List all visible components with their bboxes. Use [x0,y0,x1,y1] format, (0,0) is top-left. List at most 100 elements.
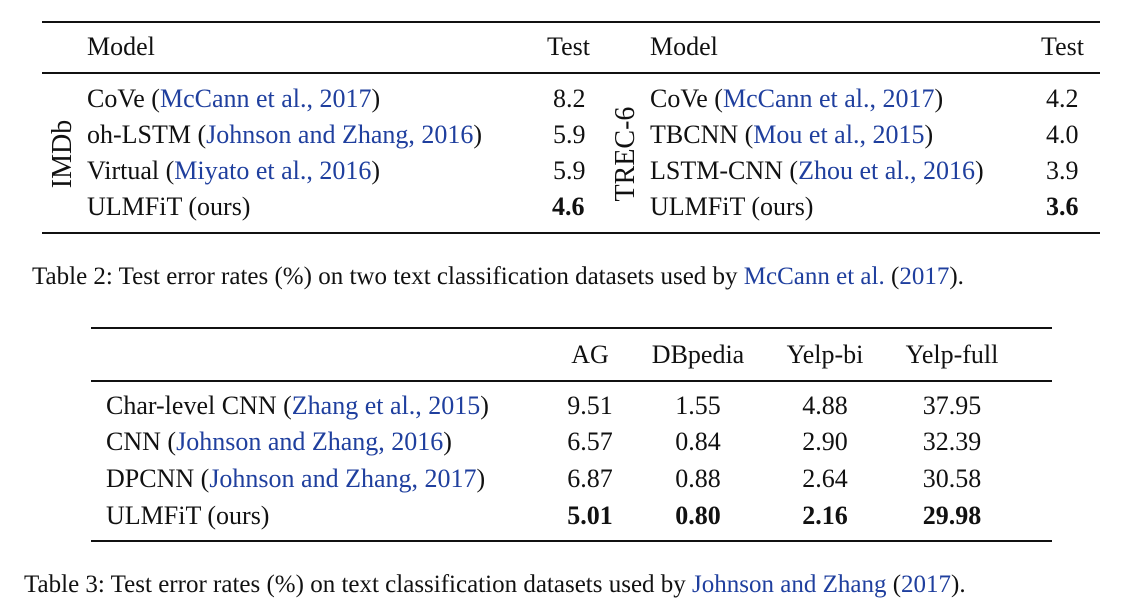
table3-cell: 9.51 [567,391,613,420]
cite-close: ) [480,391,489,420]
model-name: ULMFiT (ours) [650,192,814,221]
citation-link[interactable]: 2017 [899,263,950,290]
cite-open: ( [197,120,207,149]
table3-cell-best: 2.16 [802,501,848,530]
table2-left-value: 5.9 [553,120,586,149]
table2-right-row: CoVe (McCann et al., 2017) [650,86,943,112]
cite-close: ) [975,156,984,185]
citation-link[interactable]: Miyato et al., 2016 [174,156,372,185]
table3-cell: 0.84 [675,427,721,456]
cite-open: ( [151,84,160,113]
table3-top-rule [91,327,1052,329]
cite-open: ( [165,156,175,185]
table3-cell: 0.88 [675,464,721,493]
table2-left-header-test: Test [547,32,590,61]
table2-right-header-test: Test [1041,32,1084,61]
table3-header-yelp-full: Yelp-full [905,340,999,369]
cite-open: ( [789,156,799,185]
table3-cell: 37.95 [922,391,982,420]
table2-caption: Table 2: Test error rates (%) on two tex… [32,264,964,289]
table3-cell: 6.87 [567,464,613,493]
table2-left-value-best: 4.6 [552,192,585,221]
table3-bottom-rule [91,540,1052,542]
table3-cell: 2.90 [802,427,848,456]
citation-link[interactable]: Johnson and Zhang, 2016 [176,427,444,456]
table2-mid-rule [42,72,1100,74]
table3-row: DPCNN (Johnson and Zhang, 2017) [106,466,485,492]
table3-cell: 4.88 [802,391,848,420]
model-name: DPCNN [106,464,201,493]
model-name: CoVe [87,84,152,113]
model-name: ULMFiT (ours) [87,192,251,221]
model-name: oh-LSTM [87,120,198,149]
caption-text: Table 2: Test error rates (%) on two tex… [32,263,744,290]
table2-left-row: ULMFiT (ours) [87,194,250,220]
table2-right-header-model: Model [650,32,718,61]
cite-open: ( [283,391,292,420]
table2-right-value: 4.2 [1046,84,1079,113]
table3-cell: 1.55 [675,391,721,420]
table2-right-row: LSTM-CNN (Zhou et al., 2016) [650,158,984,184]
table2-right-value: 4.0 [1046,120,1079,149]
table2-group-label-imdb: IMDb [47,119,78,189]
model-name: LSTM-CNN [650,156,790,185]
citation-link[interactable]: Mou et al., 2015 [753,120,925,149]
table3-cell-best: 5.01 [567,501,613,530]
cite-open: ( [744,120,754,149]
citation-link[interactable]: Zhou et al., 2016 [798,156,975,185]
caption-text: ). [949,263,964,290]
table2-top-rule [42,21,1100,23]
table3-row: Char-level CNN (Zhang et al., 2015) [106,393,489,419]
caption-text: ( [884,263,900,290]
table2-left-value: 8.2 [553,84,586,113]
cite-close: ) [476,464,486,493]
table3-cell-best: 29.98 [922,501,982,530]
table3-cell-best: 0.80 [675,501,721,530]
table2-left-row: oh-LSTM (Johnson and Zhang, 2016) [87,122,482,148]
citation-link[interactable]: 2017 [901,571,952,598]
cite-open: ( [167,427,177,456]
citation-link[interactable]: McCann et al., 2017 [159,84,372,113]
model-name: TBCNN [650,120,745,149]
cite-close: ) [371,156,381,185]
cite-close: ) [934,84,944,113]
caption-text: ( [886,571,902,598]
table2-right-value-best: 3.6 [1046,192,1079,221]
table3-mid-rule [91,380,1052,382]
caption-text: ). [951,571,966,598]
table2-right-value: 3.9 [1046,156,1079,185]
table2-group-label-trec6: TREC-6 [610,106,641,202]
table3-cell: 32.39 [922,427,982,456]
table2-bottom-rule [42,232,1100,234]
table3-caption: Table 3: Test error rates (%) on text cl… [24,572,966,597]
table2-left-row: Virtual (Miyato et al., 2016) [87,158,380,184]
caption-text: Table 3: Test error rates (%) on text cl… [24,571,693,598]
cite-open: ( [714,84,723,113]
citation-link[interactable]: Zhang et al., 2015 [291,391,481,420]
table3-cell: 6.57 [567,427,613,456]
citation-link[interactable]: McCann et al., 2017 [722,84,935,113]
citation-link[interactable]: McCann et al. [743,263,885,290]
model-name: Char-level CNN [106,391,284,420]
cite-close: ) [924,120,934,149]
model-name: CNN [106,427,168,456]
table3-row: ULMFiT (ours) [106,503,269,529]
table3-header-ag: AG [571,340,609,369]
table2-right-row: TBCNN (Mou et al., 2015) [650,122,933,148]
cite-close: ) [473,120,483,149]
cite-close: ) [371,84,381,113]
table3-row: CNN (Johnson and Zhang, 2016) [106,429,452,455]
table2-left-value: 5.9 [553,156,586,185]
table3-cell: 30.58 [922,464,982,493]
citation-link[interactable]: Johnson and Zhang [692,571,887,598]
citation-link[interactable]: Johnson and Zhang, 2017 [209,464,477,493]
table2-right-row: ULMFiT (ours) [650,194,813,220]
model-name: ULMFiT (ours) [106,501,270,530]
table3-cell: 2.64 [802,464,848,493]
table3-header-yelp-bi: Yelp-bi [786,340,864,369]
model-name: Virtual [87,156,166,185]
citation-link[interactable]: Johnson and Zhang, 2016 [206,120,474,149]
table2-left-row: CoVe (McCann et al., 2017) [87,86,380,112]
cite-open: ( [200,464,210,493]
cite-close: ) [443,427,452,456]
